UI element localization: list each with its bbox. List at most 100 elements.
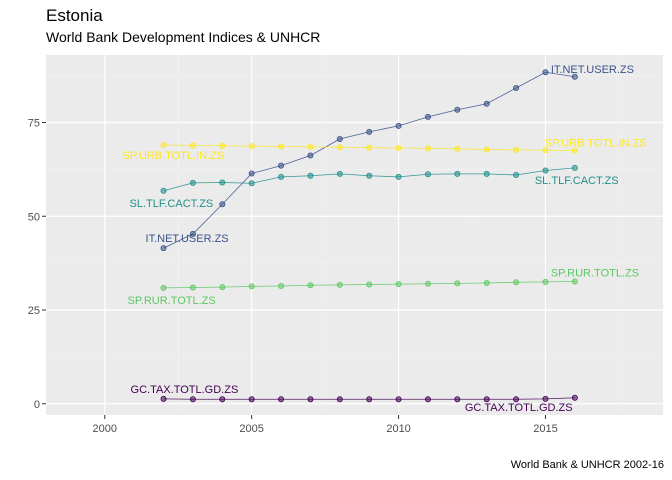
point-sp-rur-totl-zs <box>424 280 431 287</box>
point-sp-rur-totl-zs <box>395 281 402 288</box>
series-points <box>160 69 578 403</box>
point-sl-tlf-cact-zs <box>160 187 167 194</box>
series-label-end-sp-rur-totl-zs: SP.RUR.TOTL.ZS <box>551 268 639 280</box>
point-sp-urb-totl-in-zs <box>219 142 226 149</box>
point-sp-urb-totl-in-zs <box>483 146 490 153</box>
point-sp-urb-totl-in-zs <box>395 144 402 151</box>
point-gc-tax-totl-gd-zs <box>483 396 490 403</box>
series-labels: IT.NET.USER.ZS IT.NET.USER.ZS SP.URB.TOTL.… <box>123 64 647 414</box>
point-sl-tlf-cact-zs <box>219 179 226 186</box>
point-sp-urb-totl-in-zs <box>571 147 578 154</box>
grid-major <box>46 55 663 415</box>
series-label-start-sp-urb-totl-in-zs: SP.URB.TOTL.IN.ZS <box>123 150 225 162</box>
point-gc-tax-totl-gd-zs <box>248 396 255 403</box>
point-it-net-user-zs <box>395 122 402 129</box>
point-sl-tlf-cact-zs <box>483 170 490 177</box>
point-gc-tax-totl-gd-zs <box>366 396 373 403</box>
point-sp-rur-totl-zs <box>278 282 285 289</box>
y-tick-label: 50 <box>28 211 40 223</box>
point-sp-urb-totl-in-zs <box>366 144 373 151</box>
point-gc-tax-totl-gd-zs <box>454 396 461 403</box>
point-it-net-user-zs <box>189 230 196 237</box>
point-gc-tax-totl-gd-zs <box>336 396 343 403</box>
point-gc-tax-totl-gd-zs <box>424 396 431 403</box>
point-sp-rur-totl-zs <box>454 280 461 287</box>
point-sp-rur-totl-zs <box>366 281 373 288</box>
x-axis: 2000 2005 2010 2015 <box>93 415 558 435</box>
point-it-net-user-zs <box>336 135 343 142</box>
point-it-net-user-zs <box>307 152 314 159</box>
y-tick-label: 0 <box>34 399 40 411</box>
point-gc-tax-totl-gd-zs <box>542 395 549 402</box>
point-sp-urb-totl-in-zs <box>189 142 196 149</box>
point-sp-urb-totl-in-zs <box>278 143 285 150</box>
point-sp-rur-totl-zs <box>542 278 549 285</box>
point-it-net-user-zs <box>483 100 490 107</box>
x-tick-label: 2010 <box>386 423 410 435</box>
chart-title: Estonia <box>46 6 103 25</box>
y-tick-label: 25 <box>28 305 40 317</box>
x-tick-label: 2015 <box>533 423 557 435</box>
point-it-net-user-zs <box>542 69 549 76</box>
point-gc-tax-totl-gd-zs <box>571 394 578 401</box>
point-gc-tax-totl-gd-zs <box>219 396 226 403</box>
point-sp-urb-totl-in-zs <box>542 147 549 154</box>
point-it-net-user-zs <box>278 162 285 169</box>
point-sp-rur-totl-zs <box>483 279 490 286</box>
point-sl-tlf-cact-zs <box>571 164 578 171</box>
series-label-end-gc-tax-totl-gd-zs: GC.TAX.TOTL.GD.ZS <box>465 402 573 414</box>
point-sp-rur-totl-zs <box>160 284 167 291</box>
point-sl-tlf-cact-zs <box>307 172 314 179</box>
point-it-net-user-zs <box>424 113 431 120</box>
point-gc-tax-totl-gd-zs <box>278 396 285 403</box>
point-it-net-user-zs <box>571 73 578 80</box>
point-sp-rur-totl-zs <box>336 281 343 288</box>
point-sp-urb-totl-in-zs <box>336 144 343 151</box>
chart-subtitle: World Bank Development Indices & UNHCR <box>46 29 321 45</box>
y-tick-label: 75 <box>28 118 40 130</box>
plot-panel <box>46 55 663 415</box>
point-sp-urb-totl-in-zs <box>513 146 520 153</box>
point-sl-tlf-cact-zs <box>424 171 431 178</box>
point-sl-tlf-cact-zs <box>366 172 373 179</box>
point-it-net-user-zs <box>248 170 255 177</box>
point-sp-rur-totl-zs <box>571 278 578 285</box>
point-sp-rur-totl-zs <box>219 284 226 291</box>
point-sp-urb-totl-in-zs <box>160 141 167 148</box>
point-gc-tax-totl-gd-zs <box>189 396 196 403</box>
point-sl-tlf-cact-zs <box>395 173 402 180</box>
point-sl-tlf-cact-zs <box>336 170 343 177</box>
point-gc-tax-totl-gd-zs <box>160 395 167 402</box>
point-gc-tax-totl-gd-zs <box>395 396 402 403</box>
point-sp-urb-totl-in-zs <box>307 143 314 150</box>
x-tick-label: 2005 <box>239 423 263 435</box>
point-sp-urb-totl-in-zs <box>454 145 461 152</box>
point-sl-tlf-cact-zs <box>542 167 549 174</box>
point-sl-tlf-cact-zs <box>189 179 196 186</box>
point-sp-rur-totl-zs <box>189 284 196 291</box>
series-label-end-it-net-user-zs: IT.NET.USER.ZS <box>551 64 634 76</box>
series-label-start-gc-tax-totl-gd-zs: GC.TAX.TOTL.GD.ZS <box>131 384 239 396</box>
point-sp-urb-totl-in-zs <box>248 143 255 150</box>
point-gc-tax-totl-gd-zs <box>307 396 314 403</box>
point-sp-rur-totl-zs <box>513 279 520 286</box>
point-sl-tlf-cact-zs <box>513 171 520 178</box>
series-label-end-sp-urb-totl-in-zs: SP.URB.TOTL.IN.ZS <box>545 138 647 150</box>
point-it-net-user-zs <box>513 85 520 92</box>
point-it-net-user-zs <box>219 201 226 208</box>
point-it-net-user-zs <box>160 245 167 252</box>
x-tick-label: 2000 <box>93 423 117 435</box>
point-sl-tlf-cact-zs <box>248 180 255 187</box>
series-label-start-sl-tlf-cact-zs: SL.TLF.CACT.ZS <box>130 198 214 210</box>
point-sl-tlf-cact-zs <box>454 170 461 177</box>
chart-caption: World Bank & UNHCR 2002-16 <box>510 459 664 471</box>
point-sp-rur-totl-zs <box>307 282 314 289</box>
point-sp-rur-totl-zs <box>248 283 255 290</box>
point-it-net-user-zs <box>454 106 461 113</box>
series-label-start-it-net-user-zs: IT.NET.USER.ZS <box>146 233 229 245</box>
point-it-net-user-zs <box>366 128 373 135</box>
y-axis: 0 25 50 75 <box>28 118 46 411</box>
series-label-end-sl-tlf-cact-zs: SL.TLF.CACT.ZS <box>535 175 619 187</box>
point-sl-tlf-cact-zs <box>278 173 285 180</box>
